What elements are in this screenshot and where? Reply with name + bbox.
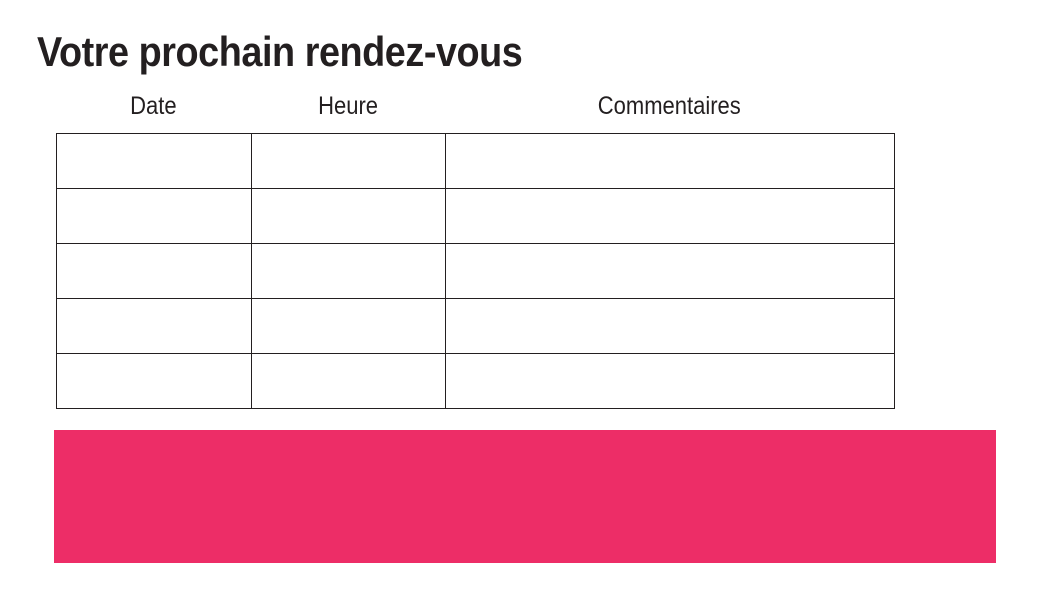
- table-cell: [56, 188, 252, 244]
- table-cell: [251, 298, 446, 354]
- table-cell: [56, 353, 252, 409]
- column-header-commentaires-label: Commentaires: [597, 92, 742, 120]
- table-cell: [445, 353, 895, 409]
- table-row: [56, 298, 895, 354]
- table-row: [56, 353, 895, 409]
- table-cell: [251, 133, 446, 189]
- table-row: [56, 133, 895, 189]
- table-cell: [251, 188, 446, 244]
- table-cell: [445, 243, 895, 299]
- highlight-bar: [54, 430, 996, 563]
- table-cell: [56, 298, 252, 354]
- column-header-date-label: Date: [130, 92, 177, 120]
- appointments-table: [56, 133, 895, 409]
- column-header-heure-label: Heure: [318, 92, 378, 120]
- table-cell: [56, 243, 252, 299]
- table-cell: [445, 298, 895, 354]
- table-row: [56, 188, 895, 244]
- table-row: [56, 243, 895, 299]
- column-header-heure: Heure: [251, 92, 445, 128]
- table-cell: [445, 133, 895, 189]
- table-cell: [251, 243, 446, 299]
- table-header-row: Date Heure Commentaires: [56, 90, 894, 128]
- column-header-date: Date: [56, 92, 251, 128]
- table-cell: [56, 133, 252, 189]
- table-cell: [251, 353, 446, 409]
- page-title: Votre prochain rendez-vous: [37, 28, 523, 75]
- table-cell: [445, 188, 895, 244]
- column-header-commentaires: Commentaires: [445, 92, 894, 128]
